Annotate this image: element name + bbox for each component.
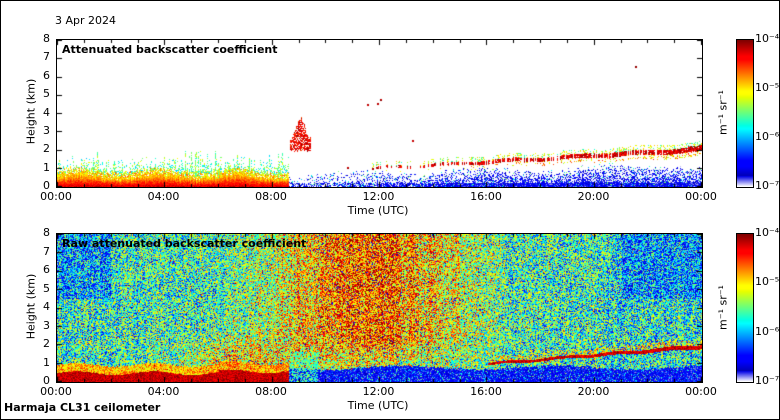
y-tick-label: 2 bbox=[43, 142, 50, 156]
y-tick-label: 4 bbox=[43, 300, 50, 313]
colorbar-tick-label: 10⁻⁷ bbox=[755, 374, 780, 387]
x-tick-label: 04:00 bbox=[147, 385, 180, 398]
x-tick-label: 20:00 bbox=[577, 190, 610, 203]
colorbar-tick-label: 10⁻⁷ bbox=[755, 179, 780, 192]
x-tick-label: 12:00 bbox=[362, 190, 395, 203]
panel-title-processed: Attenuated backscatter coefficient bbox=[62, 43, 278, 56]
colorbar-tick-label: 10⁻⁵ bbox=[755, 275, 780, 289]
x-tick-label: 16:00 bbox=[470, 385, 502, 398]
x-tick-label: 12:00 bbox=[362, 385, 395, 398]
x-tick-label: 04:00 bbox=[147, 190, 180, 203]
colorbar-processed bbox=[736, 39, 754, 188]
x-tick-label: 16:00 bbox=[470, 190, 502, 203]
x-tick-label: 00:00 bbox=[685, 385, 717, 398]
y-tick-label: 5 bbox=[43, 87, 50, 101]
y-tick-label: 8 bbox=[43, 226, 50, 239]
colorbar-tick-label: 10⁻⁴ bbox=[755, 226, 780, 239]
x-tick-label: 00:00 bbox=[685, 190, 717, 203]
colorbar-tick-label: 10⁻⁵ bbox=[755, 81, 780, 94]
y-tick-label: 6 bbox=[43, 68, 50, 82]
x-tick-label: 20:00 bbox=[577, 385, 610, 398]
y-tick-label: 5 bbox=[43, 281, 50, 295]
processed-backscatter-heatmap bbox=[56, 39, 703, 188]
y-tick-label: 3 bbox=[43, 123, 50, 137]
colorbar-tick-label: 10⁻⁴ bbox=[755, 32, 780, 45]
colorbar-unit-label-raw: m⁻¹ sr⁻¹ bbox=[716, 285, 730, 330]
x-tick-label: 08:00 bbox=[255, 190, 287, 203]
x-axis-label-processed: Time (UTC) bbox=[347, 204, 409, 217]
y-tick-label: 7 bbox=[43, 244, 50, 258]
date-label: 3 Apr 2024 bbox=[55, 14, 117, 27]
y-tick-label: 2 bbox=[43, 337, 50, 350]
colorbar-tick-label: 10⁻⁶ bbox=[755, 324, 780, 338]
colorbar-tick-label: 10⁻⁶ bbox=[755, 130, 780, 143]
y-tick-label: 0 bbox=[43, 374, 50, 387]
panel-title-raw: Raw attenuated backscatter coefficient bbox=[62, 237, 307, 250]
y-tick-label: 0 bbox=[43, 179, 50, 192]
x-axis-label-raw: Time (UTC) bbox=[347, 399, 409, 412]
y-tick-label: 4 bbox=[43, 105, 50, 119]
colorbar-unit-label-processed: m⁻¹ sr⁻¹ bbox=[716, 90, 730, 135]
x-tick-label: 00:00 bbox=[40, 385, 72, 398]
y-tick-label: 3 bbox=[43, 318, 50, 332]
y-tick-label: 6 bbox=[43, 263, 50, 276]
y-tick-label: 1 bbox=[43, 160, 50, 174]
x-tick-label: 00:00 bbox=[40, 190, 72, 203]
raw-backscatter-heatmap bbox=[56, 233, 703, 383]
colorbar-raw bbox=[736, 233, 754, 383]
y-tick-label: 7 bbox=[43, 50, 50, 64]
y-tick-label: 8 bbox=[43, 32, 50, 45]
x-tick-label: 08:00 bbox=[255, 385, 287, 398]
instrument-label: Harmaja CL31 ceilometer bbox=[4, 401, 161, 414]
y-tick-label: 1 bbox=[43, 355, 50, 369]
